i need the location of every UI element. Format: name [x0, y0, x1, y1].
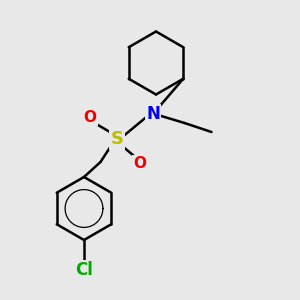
Text: O: O: [83, 110, 97, 124]
Text: Cl: Cl: [75, 261, 93, 279]
Text: N: N: [146, 105, 160, 123]
Text: O: O: [133, 156, 146, 171]
Text: S: S: [110, 130, 124, 148]
